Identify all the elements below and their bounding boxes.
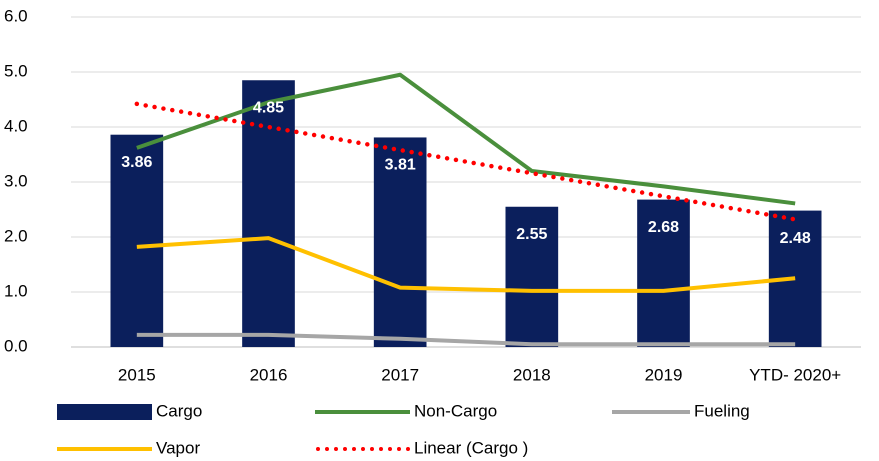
y-tick-label: 2.0 [4, 226, 28, 245]
legend-swatch [57, 404, 152, 420]
y-tick-label: 0.0 [4, 336, 28, 355]
x-tick-label: 2015 [118, 365, 156, 384]
y-tick-label: 5.0 [4, 61, 28, 80]
y-tick-label: 1.0 [4, 281, 28, 300]
x-tick-label: 2017 [381, 365, 419, 384]
bar [110, 134, 164, 347]
line-series [136, 332, 796, 347]
legend-label: Non-Cargo [414, 401, 497, 420]
bar [637, 199, 690, 347]
data-label: 3.86 [121, 154, 152, 171]
y-tick-label: 4.0 [4, 116, 28, 135]
data-label: 2.55 [516, 226, 547, 243]
legend-label: Cargo [156, 401, 202, 420]
data-label: 2.68 [648, 219, 679, 236]
line-series [136, 72, 796, 206]
legend-label: Vapor [156, 438, 200, 457]
x-tick-label: 2016 [250, 365, 288, 384]
bar [242, 80, 295, 347]
y-tick-label: 3.0 [4, 171, 28, 190]
y-tick-label: 6.0 [4, 6, 28, 25]
legend-label: Linear (Cargo ) [414, 438, 528, 457]
legend-label: Fueling [694, 401, 750, 420]
data-label: 3.81 [385, 157, 416, 174]
bar [505, 206, 559, 347]
data-label: 4.85 [253, 99, 284, 116]
x-tick-label: 2019 [645, 365, 683, 384]
bar [373, 137, 427, 347]
data-label: 2.48 [780, 230, 811, 247]
line-series [134, 101, 798, 222]
x-tick-label: 2018 [513, 365, 551, 384]
line-series [136, 236, 796, 293]
x-tick-label: YTD- 2020+ [749, 365, 841, 384]
